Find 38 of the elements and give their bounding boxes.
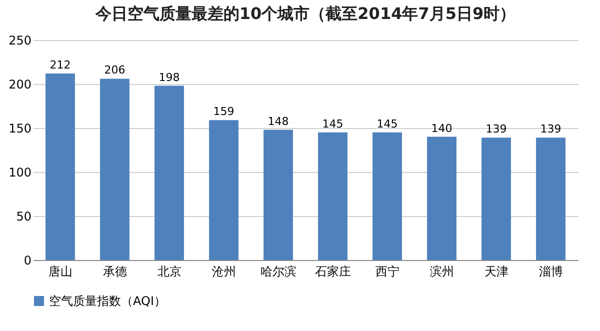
data-label: 206 xyxy=(104,64,126,77)
data-label: 198 xyxy=(158,70,180,84)
data-label: 140 xyxy=(431,122,452,135)
bar xyxy=(427,136,456,260)
x-tick-label: 天津 xyxy=(484,264,508,278)
y-tick-label: 0 xyxy=(24,254,32,268)
bar xyxy=(46,73,75,260)
y-tick-label: 250 xyxy=(8,34,32,48)
bar xyxy=(372,132,402,260)
x-tick-label: 唐山 xyxy=(48,264,72,278)
bar xyxy=(100,78,130,260)
legend-label: 空气质量指数（AQI） xyxy=(49,294,166,308)
data-label: 212 xyxy=(50,58,71,72)
x-tick-label: 西宁 xyxy=(375,264,400,278)
bar xyxy=(482,138,511,260)
x-tick-label: 北京 xyxy=(157,264,182,278)
x-tick-label: 沧州 xyxy=(212,264,236,278)
x-tick-label: 滨州 xyxy=(430,264,454,278)
bar xyxy=(318,132,348,260)
x-tick-label: 承德 xyxy=(102,264,127,278)
bar xyxy=(264,130,293,260)
bar xyxy=(536,138,566,260)
data-label: 159 xyxy=(213,105,234,118)
x-tick-label: 石家庄 xyxy=(314,264,351,278)
y-tick-label: 150 xyxy=(8,122,32,136)
y-tick-label: 50 xyxy=(16,210,32,224)
y-tick-label: 100 xyxy=(8,166,32,180)
data-label: 145 xyxy=(322,117,344,130)
bar xyxy=(154,86,184,260)
data-label: 139 xyxy=(540,122,562,136)
x-tick-label: 淄博 xyxy=(538,264,563,278)
data-label: 145 xyxy=(376,117,398,130)
chart-title: 今日空气质量最差的10个城市（截至2014年7月5日9时） xyxy=(94,4,516,23)
data-label: 139 xyxy=(486,122,507,136)
bar xyxy=(209,120,238,260)
x-tick-label: 哈尔滨 xyxy=(260,264,296,278)
y-tick-label: 200 xyxy=(8,78,32,92)
data-label: 148 xyxy=(268,114,289,128)
